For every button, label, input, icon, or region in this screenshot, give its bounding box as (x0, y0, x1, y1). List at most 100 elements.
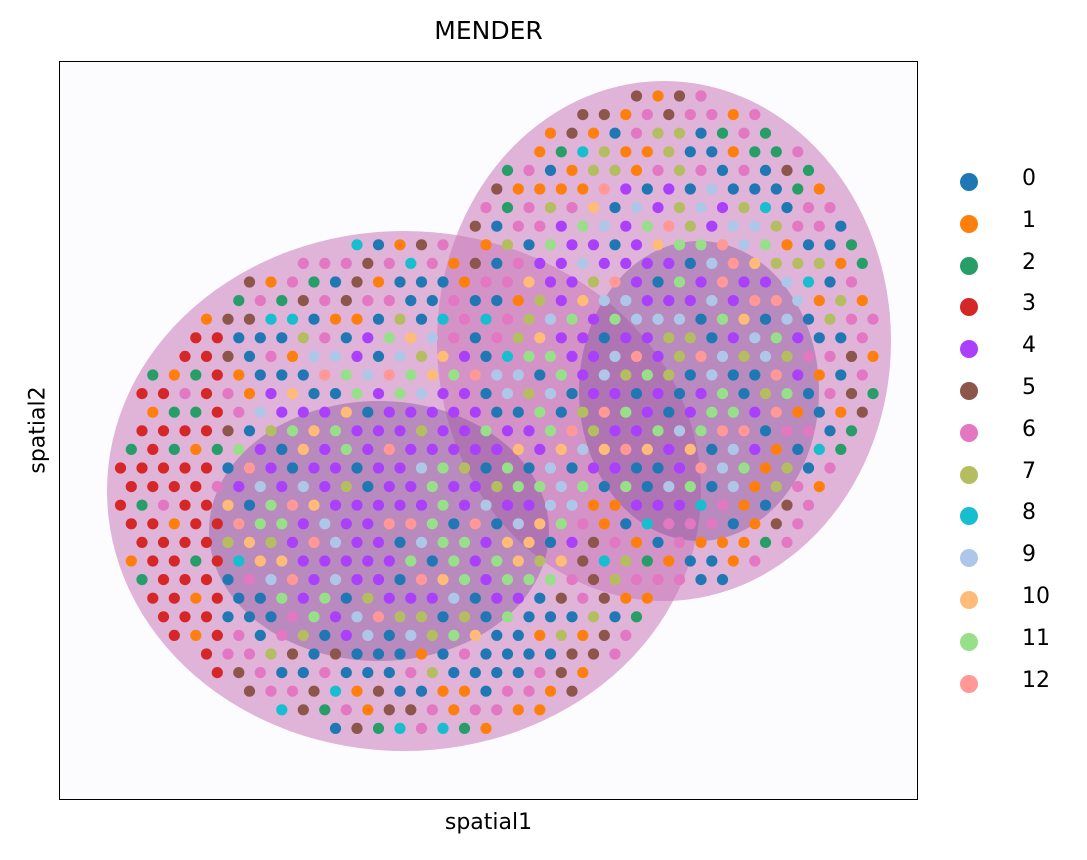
spot-cluster-9 (544, 462, 557, 474)
spot-cluster-4 (652, 202, 664, 214)
spot-cluster-4 (351, 499, 363, 511)
spot-cluster-0 (544, 611, 557, 623)
spot-cluster-1 (480, 722, 492, 735)
spot-cluster-7 (501, 239, 514, 251)
spot-cluster-9 (673, 425, 686, 437)
spot-cluster-1 (577, 183, 589, 195)
spot-cluster-0 (383, 629, 395, 642)
spot-cluster-7 (544, 202, 557, 214)
spot-cluster-1 (577, 629, 589, 642)
spot-cluster-4 (426, 592, 438, 604)
spot-cluster-4 (577, 369, 589, 381)
spot-cluster-2 (759, 536, 772, 548)
spot-cluster-6 (405, 667, 417, 679)
spot-cluster-3 (125, 481, 137, 493)
spot-cluster-0 (308, 388, 320, 400)
spot-cluster-0 (695, 313, 707, 325)
spot-cluster-4 (630, 499, 643, 511)
spot-cluster-6 (641, 109, 653, 121)
spot-cluster-6 (673, 574, 686, 586)
legend-marker (960, 465, 978, 484)
spot-cluster-7 (684, 332, 696, 344)
spot-cluster-0 (415, 313, 428, 325)
spot-cluster-4 (276, 406, 288, 418)
spot-cluster-5 (243, 276, 256, 288)
legend-item-11: 11 (958, 626, 1078, 668)
spot-cluster-2 (190, 369, 202, 381)
spot-cluster-11 (286, 425, 299, 437)
spot-cluster-11 (340, 369, 352, 381)
spot-cluster-5 (845, 350, 858, 362)
spot-cluster-1 (749, 481, 761, 493)
spot-cluster-0 (437, 276, 449, 288)
spot-cluster-8 (276, 704, 288, 716)
spot-cluster-1 (716, 536, 729, 548)
spot-cluster-3 (211, 518, 223, 530)
spot-cluster-0 (372, 239, 385, 251)
spot-cluster-1 (362, 704, 374, 716)
spot-cluster-0 (727, 369, 739, 381)
spot-cluster-5 (340, 295, 352, 307)
spot-cluster-6 (792, 146, 804, 158)
legend-item-10: 10 (958, 584, 1078, 626)
spot-cluster-0 (276, 667, 288, 679)
spot-cluster-7 (587, 425, 600, 437)
spot-cluster-1 (448, 257, 460, 269)
spot-cluster-5 (362, 257, 374, 269)
spot-cluster-7 (684, 220, 696, 232)
spot-cluster-6 (448, 332, 460, 344)
spot-cluster-3 (114, 462, 127, 474)
spot-cluster-7 (663, 369, 675, 381)
spot-cluster-0 (706, 443, 718, 455)
spot-cluster-0 (297, 369, 309, 381)
spot-cluster-4 (469, 443, 481, 455)
spot-cluster-0 (716, 574, 729, 586)
spot-cluster-1 (351, 685, 363, 697)
spot-cluster-1 (243, 388, 256, 400)
spot-cluster-2 (190, 406, 202, 418)
spot-cluster-9 (781, 313, 793, 325)
spot-cluster-0 (566, 388, 578, 400)
spot-cluster-9 (577, 443, 589, 455)
spot-cluster-3 (147, 443, 159, 455)
spot-cluster-10 (523, 536, 535, 548)
spot-cluster-3 (136, 536, 148, 548)
spot-cluster-3 (200, 574, 213, 586)
spot-cluster-7 (738, 350, 750, 362)
spot-cluster-4 (555, 295, 567, 307)
legend-item-3: 3 (958, 291, 1078, 333)
spot-cluster-7 (620, 555, 632, 567)
spot-cluster-12 (566, 425, 578, 437)
spot-cluster-0 (566, 462, 578, 474)
spot-cluster-0 (491, 518, 503, 530)
spot-cluster-7 (512, 332, 524, 344)
spot-cluster-6 (738, 164, 750, 176)
spot-cluster-0 (566, 611, 578, 623)
spot-cluster-6 (501, 276, 514, 288)
spot-cluster-10 (437, 574, 449, 586)
spot-cluster-0 (394, 574, 406, 586)
spot-cluster-12 (749, 295, 761, 307)
spot-cluster-4 (480, 536, 492, 548)
spot-cluster-3 (179, 536, 191, 548)
legend-marker (960, 340, 978, 359)
spot-cluster-4 (340, 518, 352, 530)
spot-cluster-3 (211, 555, 223, 567)
spot-cluster-6 (802, 425, 815, 437)
spot-cluster-10 (587, 202, 600, 214)
spot-cluster-4 (663, 443, 675, 455)
spot-cluster-6 (512, 220, 524, 232)
spot-cluster-0 (641, 183, 653, 195)
spot-cluster-0 (835, 220, 847, 232)
spot-cluster-9 (394, 350, 406, 362)
spot-cluster-0 (491, 295, 503, 307)
spot-cluster-6 (802, 202, 815, 214)
spot-cluster-7 (458, 462, 471, 474)
spot-cluster-0 (609, 611, 621, 623)
spot-cluster-2 (372, 722, 385, 735)
spot-cluster-5 (587, 536, 600, 548)
spot-cluster-6 (856, 369, 868, 381)
spot-cluster-6 (609, 536, 621, 548)
spot-cluster-4 (383, 592, 395, 604)
spot-cluster-10 (405, 332, 417, 344)
